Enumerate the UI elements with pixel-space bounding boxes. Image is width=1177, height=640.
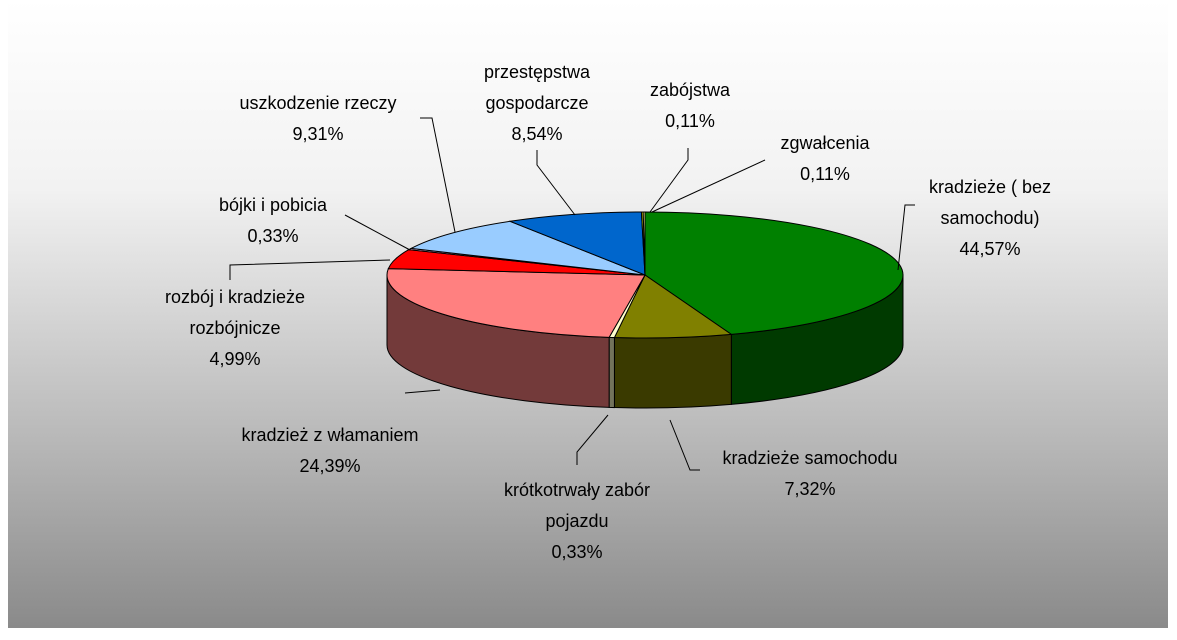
slice-label: zabójstwa 0,11% (615, 75, 765, 137)
category-label: krótkotrwały zabór pojazdu (503, 480, 651, 531)
category-label: przestępstwa gospodarcze (483, 62, 591, 113)
leader-line (897, 204, 915, 271)
value-label: 24,39% (299, 456, 361, 476)
leader-line (344, 214, 411, 251)
slice-label: uszkodzenie rzeczy 9,31% (203, 88, 433, 150)
leader-line (576, 414, 609, 465)
category-label: uszkodzenie rzeczy (239, 93, 397, 113)
leader-line (404, 389, 441, 394)
value-label: 9,31% (292, 124, 344, 144)
pie-sides (386, 274, 904, 409)
leader-line (420, 117, 456, 233)
category-label: kradzieże ( bez samochodu) (928, 177, 1052, 228)
pie-slice (613, 274, 733, 339)
leader-line (669, 419, 700, 471)
value-label: 7,32% (784, 479, 836, 499)
slice-label: kradzież z włamaniem 24,39% (200, 420, 460, 482)
category-label: rozbój i kradzieże rozbójnicze (164, 287, 306, 338)
pie-side (608, 336, 615, 409)
slice-label: kradzieże ( bez samochodu) 44,57% (905, 172, 1075, 265)
category-label: kradzieże samochodu (722, 448, 898, 468)
category-label: bójki i pobicia (218, 195, 328, 215)
pie-slice (508, 211, 646, 276)
value-label: 44,57% (959, 239, 1021, 259)
value-label: 0,11% (800, 164, 850, 184)
pie-tops (386, 211, 904, 339)
category-label: zabójstwa (649, 80, 731, 100)
slice-label: rozbój i kradzieże rozbójnicze 4,99% (140, 282, 330, 375)
value-label: 0,33% (247, 226, 299, 246)
pie-slice (409, 220, 646, 276)
slice-label: bójki i pobicia 0,33% (183, 190, 363, 252)
slice-label: kradzieże samochodu 7,32% (690, 443, 930, 505)
value-label: 8,54% (511, 124, 563, 144)
pie-slice (642, 211, 646, 276)
value-label: 4,99% (209, 349, 261, 369)
value-label: 0,33% (551, 542, 603, 562)
leader-line (536, 150, 576, 216)
category-label: zgwałcenia (780, 133, 870, 153)
leader-line (229, 259, 391, 280)
leader-line (651, 159, 766, 213)
slice-label: krótkotrwały zabór pojazdu 0,33% (477, 475, 677, 568)
pie-slice (386, 268, 646, 338)
slice-label: przestępstwa gospodarcze 8,54% (447, 57, 627, 150)
leader-line (649, 148, 689, 213)
slice-label: zgwałcenia 0,11% (750, 128, 900, 190)
pie-side (613, 333, 732, 409)
category-label: kradzież z włamaniem (241, 425, 419, 445)
value-label: 0,11% (665, 111, 715, 131)
pie-slice (644, 211, 904, 335)
